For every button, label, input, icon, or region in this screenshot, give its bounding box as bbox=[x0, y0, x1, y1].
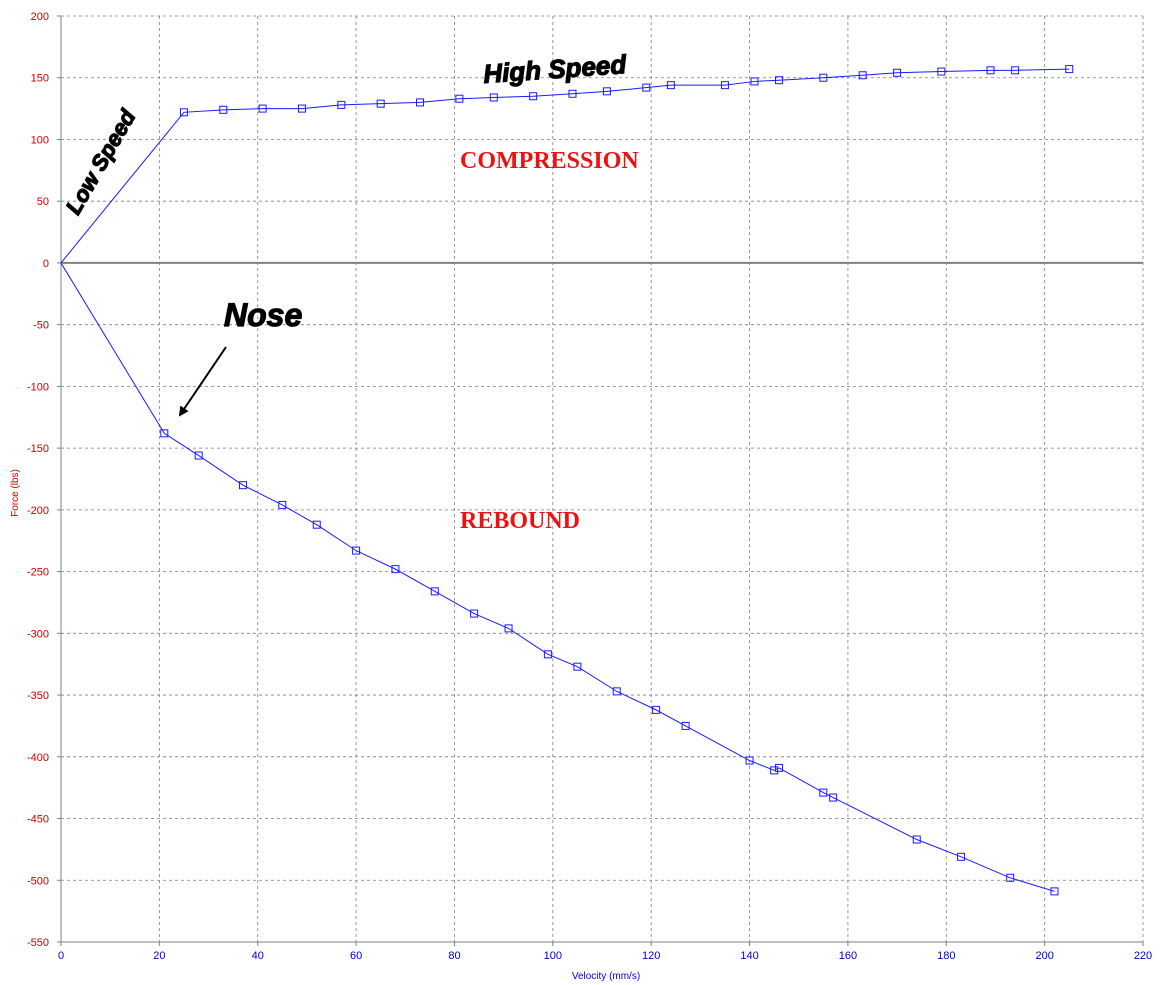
x-tick-label: 220 bbox=[1134, 950, 1152, 962]
y-tick-label: -50 bbox=[33, 320, 49, 332]
data-point bbox=[720, 81, 729, 90]
data-point bbox=[819, 73, 828, 82]
axes-layer bbox=[60, 16, 1143, 943]
data-point bbox=[238, 481, 247, 490]
y-tick-label: -500 bbox=[27, 875, 49, 887]
data-point bbox=[416, 98, 425, 107]
data-point bbox=[337, 100, 346, 109]
data-point bbox=[642, 83, 651, 92]
data-point bbox=[819, 788, 828, 797]
y-tick-label: 50 bbox=[37, 196, 49, 208]
data-point bbox=[1011, 66, 1020, 75]
nose-arrow bbox=[178, 346, 227, 417]
data-point bbox=[573, 662, 582, 671]
data-point bbox=[858, 71, 867, 80]
y-tick-label: -250 bbox=[27, 567, 49, 579]
x-tick-label: 160 bbox=[839, 950, 857, 962]
data-point bbox=[775, 76, 784, 85]
data-point bbox=[937, 67, 946, 76]
data-point bbox=[568, 89, 577, 98]
x-tick-label: 200 bbox=[1035, 950, 1053, 962]
data-point bbox=[470, 609, 479, 618]
series-line-0 bbox=[60, 68, 1070, 264]
data-point bbox=[681, 721, 690, 730]
data-point bbox=[160, 429, 169, 438]
data-point bbox=[602, 87, 611, 96]
data-point bbox=[391, 565, 400, 574]
y-tick-label: -300 bbox=[27, 628, 49, 640]
data-point bbox=[376, 99, 385, 108]
y-tick-label: -450 bbox=[27, 814, 49, 826]
data-point bbox=[430, 587, 439, 596]
data-point bbox=[1006, 873, 1015, 882]
data-point bbox=[455, 94, 464, 103]
data-point bbox=[745, 756, 754, 765]
rebound-label: REBOUND bbox=[460, 508, 580, 534]
data-point bbox=[352, 546, 361, 555]
data-point bbox=[504, 624, 513, 633]
x-tick-label: 0 bbox=[58, 950, 64, 962]
high-speed-label: High Speed bbox=[482, 49, 628, 89]
data-point bbox=[278, 500, 287, 509]
y-tick-label: -150 bbox=[27, 443, 49, 455]
data-point bbox=[1065, 65, 1074, 74]
data-point bbox=[770, 766, 779, 775]
data-point bbox=[312, 520, 321, 529]
data-point bbox=[986, 66, 995, 75]
data-point bbox=[194, 451, 203, 460]
y-tick-label: 150 bbox=[31, 73, 49, 85]
y-tick-label: -350 bbox=[27, 690, 49, 702]
x-tick-label: 40 bbox=[252, 950, 264, 962]
x-tick-label: 80 bbox=[448, 950, 460, 962]
data-point bbox=[297, 104, 306, 113]
x-axis-title: Velocity (mm/s) bbox=[572, 971, 640, 982]
x-tick-label: 60 bbox=[350, 950, 362, 962]
data-point bbox=[1050, 887, 1059, 896]
data-point bbox=[179, 108, 188, 117]
x-tick-label: 20 bbox=[153, 950, 165, 962]
compression-label: COMPRESSION bbox=[460, 148, 639, 174]
data-point bbox=[666, 81, 675, 90]
y-axis-title: Force (lbs) bbox=[10, 469, 21, 517]
x-tick-label: 100 bbox=[544, 950, 562, 962]
data-point bbox=[652, 705, 661, 714]
series-layer bbox=[60, 65, 1074, 896]
x-tick-label: 180 bbox=[937, 950, 955, 962]
nose-label: Nose bbox=[224, 297, 302, 333]
y-tick-label: -200 bbox=[27, 505, 49, 517]
data-point bbox=[893, 68, 902, 77]
data-point bbox=[219, 105, 228, 114]
data-point bbox=[489, 93, 498, 102]
tick-labels: 200150100500-50-100-150-200-250-300-350-… bbox=[27, 11, 1152, 962]
y-tick-label: -550 bbox=[27, 937, 49, 949]
y-tick-label: 0 bbox=[43, 258, 49, 270]
series-line-1 bbox=[60, 262, 1055, 892]
data-point bbox=[258, 104, 267, 113]
data-point bbox=[829, 793, 838, 802]
x-tick-label: 120 bbox=[642, 950, 660, 962]
y-tick-label: -100 bbox=[27, 381, 49, 393]
data-point bbox=[750, 77, 759, 86]
data-point bbox=[775, 763, 784, 772]
x-tick-label: 140 bbox=[740, 950, 758, 962]
y-tick-label: 100 bbox=[31, 134, 49, 146]
y-tick-label: -400 bbox=[27, 752, 49, 764]
data-point bbox=[543, 650, 552, 659]
data-point bbox=[957, 852, 966, 861]
data-point bbox=[912, 835, 921, 844]
y-tick-label: 200 bbox=[31, 11, 49, 23]
data-point bbox=[612, 687, 621, 696]
grid-layer bbox=[61, 15, 1144, 942]
data-point bbox=[529, 92, 538, 101]
